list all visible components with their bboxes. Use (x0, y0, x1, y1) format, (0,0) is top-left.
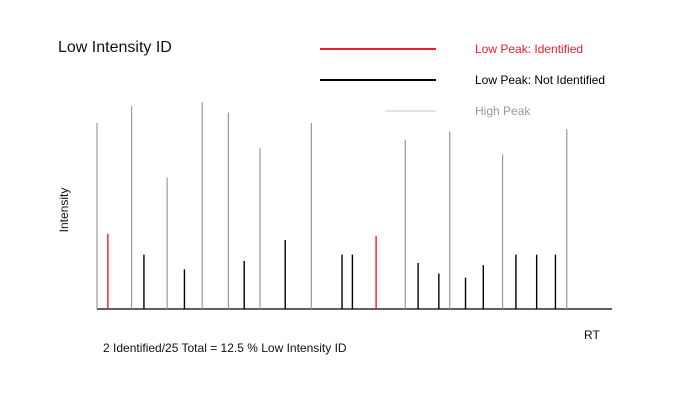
x-axis-label: RT (584, 328, 600, 342)
chart-title: Low Intensity ID (58, 39, 172, 56)
plot-area (96, 102, 568, 309)
legend-label-high-peak: High Peak (475, 104, 531, 118)
legend-label-low-peak-identified: Low Peak: Identified (475, 42, 583, 56)
y-axis-label: Intensity (57, 188, 71, 233)
legend: Low Peak: Identified Low Peak: Not Identi… (320, 42, 605, 118)
legend-label-low-peak-not-identified: Low Peak: Not Identified (475, 73, 605, 87)
summary-text: 2 Identified/25 Total = 12.5 % Low Inten… (103, 341, 347, 355)
